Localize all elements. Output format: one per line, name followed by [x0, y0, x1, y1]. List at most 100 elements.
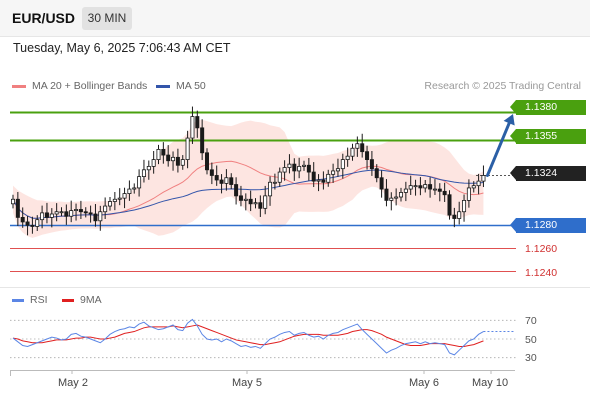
candle-body	[30, 224, 35, 227]
candle-body	[93, 213, 98, 222]
candle-body	[263, 195, 268, 209]
candle-body	[127, 188, 132, 194]
candle-body	[214, 175, 219, 181]
candle-body	[151, 159, 156, 167]
timeframe-button[interactable]: 30 MIN	[82, 7, 132, 30]
candle-body	[462, 199, 467, 213]
candle-body	[10, 198, 15, 205]
candle-body	[306, 164, 311, 173]
candle-body	[447, 194, 452, 216]
candle-body	[117, 197, 122, 200]
x-tick-may6: May 6	[409, 377, 439, 389]
candle-body	[229, 177, 234, 185]
projection-arrow-head	[503, 114, 515, 126]
candle-body	[137, 176, 142, 189]
ma20-swatch	[12, 84, 26, 88]
candle-body	[40, 212, 45, 221]
candle-body	[195, 116, 200, 129]
candle-body	[35, 219, 40, 227]
candle-body	[413, 185, 418, 188]
candle-body	[268, 181, 273, 197]
ma50-line	[12, 169, 484, 219]
level-s1-label: 1.1280	[510, 218, 586, 233]
candle-body	[78, 209, 83, 213]
candle-body	[365, 151, 370, 161]
candle-body	[394, 196, 399, 199]
level-t2-label: 1.1240	[525, 267, 558, 279]
candle-body	[350, 147, 355, 157]
candle-body	[15, 198, 20, 218]
candle-body	[311, 171, 316, 182]
x-tick-may2: May 2	[58, 377, 88, 389]
projection-arrow-shaft	[485, 121, 511, 177]
candle-body	[166, 154, 171, 162]
candle-body	[253, 202, 258, 205]
candle-body	[398, 192, 403, 198]
candle-body	[345, 155, 350, 160]
frame	[0, 36, 590, 376]
candle-body	[83, 211, 88, 214]
candle-body	[340, 159, 345, 170]
level-t1-label: 1.1260	[525, 243, 558, 255]
candle-body	[335, 168, 340, 172]
candle-body	[282, 167, 287, 173]
candle-body	[171, 156, 176, 162]
candle-body	[452, 214, 457, 219]
candle-body	[204, 152, 209, 171]
candle-body	[238, 195, 243, 201]
candle-body	[98, 211, 103, 222]
candle-body	[292, 163, 297, 172]
candle-body	[112, 198, 117, 202]
legend-rsi: RSI	[12, 294, 48, 306]
candle-body	[103, 205, 108, 213]
candle-body	[316, 179, 321, 182]
x-tick-may5: May 5	[232, 377, 262, 389]
x-tick-may10: May 10	[472, 377, 509, 389]
rsi-line	[12, 318, 484, 356]
candle-body	[74, 209, 79, 211]
candle-body	[277, 171, 282, 183]
candle-body	[156, 148, 161, 160]
candle-body	[49, 213, 54, 218]
timestamp: Tuesday, May 6, 2025 7:06:43 AM CET	[13, 41, 231, 55]
rsi-ma-swatch	[62, 298, 74, 302]
candle-body	[432, 188, 437, 191]
candle-body	[248, 198, 253, 205]
bollinger-band-fill	[13, 119, 484, 238]
candle-body	[457, 211, 462, 219]
candle-body	[59, 211, 64, 214]
candle-body	[219, 179, 224, 184]
price-levels	[10, 111, 516, 272]
rsi-ma-line	[12, 324, 484, 347]
legend-ma50: MA 50	[156, 80, 206, 92]
candle-body	[326, 173, 331, 183]
candle-body	[146, 165, 151, 171]
candle-body	[466, 187, 471, 201]
candle-body	[44, 212, 49, 218]
legend-ma20-label: MA 20 + Bollinger Bands	[32, 80, 148, 92]
legend-ma50-label: MA 50	[176, 80, 206, 92]
candle-body	[423, 184, 428, 189]
candle-body	[321, 179, 326, 183]
rsi-tick-50: 50	[525, 334, 537, 346]
credit-text: Research © 2025 Trading Central	[424, 80, 581, 92]
candle-body	[175, 156, 180, 166]
candle-body	[369, 159, 374, 170]
candle-body	[190, 116, 195, 139]
rsi-panel	[10, 318, 516, 359]
candle-body	[384, 188, 389, 201]
candle-body	[224, 177, 229, 184]
candle-body	[25, 221, 30, 226]
candle-body	[297, 165, 302, 172]
candle-body	[418, 185, 423, 189]
last-price-label: 1.1324	[510, 166, 586, 181]
candle-body	[243, 198, 248, 201]
candle-body	[408, 185, 413, 190]
header-bar: EUR/USD 30 MIN	[0, 0, 590, 36]
candle-body	[331, 170, 336, 175]
candle-body	[108, 201, 113, 207]
candle-body	[54, 211, 59, 215]
candle-body	[200, 127, 205, 154]
candle-body	[209, 169, 214, 176]
